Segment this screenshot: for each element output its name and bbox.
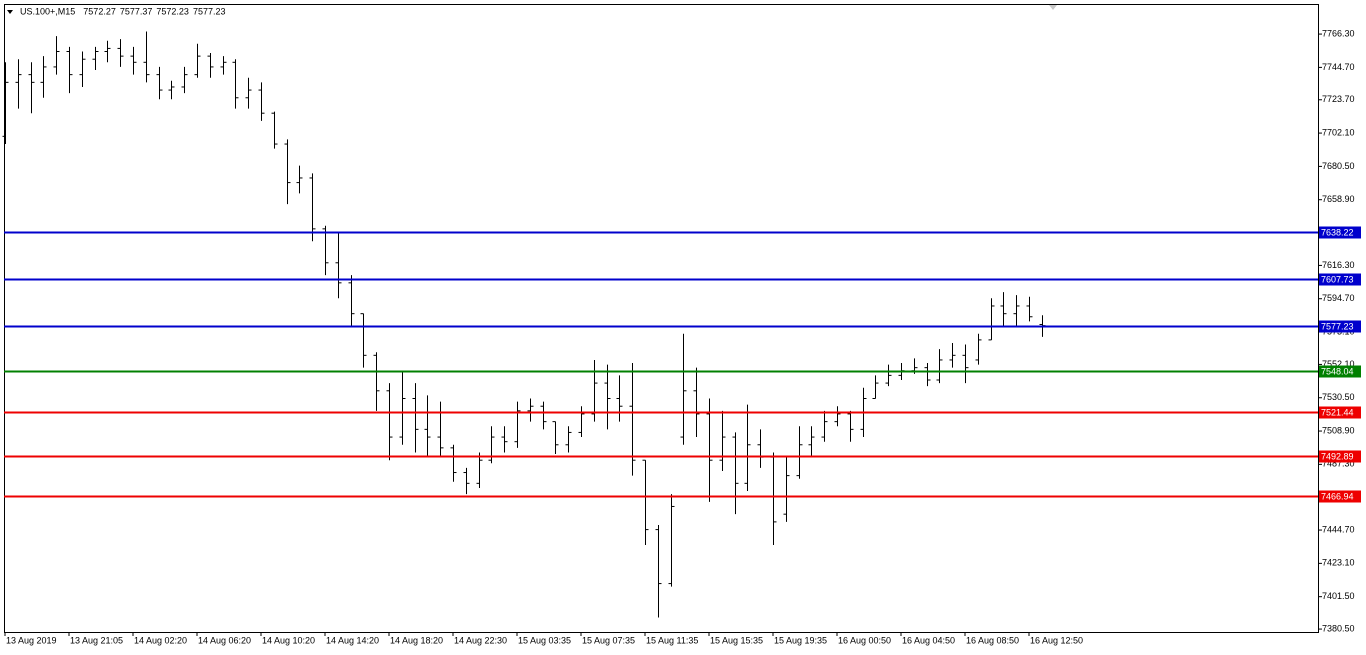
y-tick-label: 7401.50 xyxy=(1322,591,1355,601)
y-tick-label: 7444.70 xyxy=(1322,524,1355,534)
y-tick-label: 7680.50 xyxy=(1322,161,1355,171)
x-tick-label: 16 Aug 00:50 xyxy=(838,635,891,645)
plot-frame xyxy=(4,4,1319,633)
x-tick-label: 15 Aug 11:35 xyxy=(646,635,698,645)
x-tick-label: 14 Aug 06:20 xyxy=(198,635,251,645)
y-tick-label: 7530.50 xyxy=(1322,392,1355,402)
header-value: 7572.27 xyxy=(83,6,116,16)
level-label-box xyxy=(1319,450,1361,463)
x-tick-label: 16 Aug 04:50 xyxy=(902,635,955,645)
x-tick-label: 13 Aug 21:05 xyxy=(70,635,123,645)
chart-title: US.100+,M15 xyxy=(20,6,75,16)
level-label-box xyxy=(1319,273,1361,286)
y-tick-label: 7552.10 xyxy=(1322,359,1355,369)
x-tick-label: 14 Aug 14:20 xyxy=(326,635,379,645)
x-tick-label: 15 Aug 07:35 xyxy=(582,635,635,645)
level-label-box xyxy=(1319,406,1361,419)
menu-arrow[interactable] xyxy=(7,10,13,14)
y-tick-label: 7423.10 xyxy=(1322,558,1355,568)
y-tick-label: 7594.70 xyxy=(1322,293,1355,303)
x-tick-label: 13 Aug 2019 xyxy=(6,635,57,645)
header-value: 7577.23 xyxy=(193,6,226,16)
y-tick-label: 7380.50 xyxy=(1322,623,1355,633)
level-label: 7466.94 xyxy=(1321,491,1354,501)
level-label: 7577.23 xyxy=(1321,321,1354,331)
x-tick-label: 14 Aug 10:20 xyxy=(262,635,315,645)
level-label: 7607.73 xyxy=(1321,274,1354,284)
x-tick-label: 14 Aug 18:20 xyxy=(390,635,443,645)
y-tick-label: 7508.90 xyxy=(1322,425,1355,435)
level-label: 7521.44 xyxy=(1321,407,1354,417)
x-tick-label: 14 Aug 02:20 xyxy=(134,635,187,645)
shift-marker xyxy=(1049,5,1057,10)
x-tick-label: 15 Aug 19:35 xyxy=(774,635,827,645)
x-tick-label: 15 Aug 15:35 xyxy=(710,635,763,645)
x-tick-label: 16 Aug 12:50 xyxy=(1030,635,1083,645)
level-label-box xyxy=(1319,365,1361,378)
y-tick-label: 7616.30 xyxy=(1322,260,1355,270)
y-tick-label: 7487.30 xyxy=(1322,459,1355,469)
header-value: 7577.37 xyxy=(120,6,153,16)
x-tick-label: 14 Aug 22:30 xyxy=(454,635,507,645)
level-label-box xyxy=(1319,490,1361,503)
level-label-box xyxy=(1319,226,1361,239)
level-label: 7492.89 xyxy=(1321,451,1354,461)
y-tick-label: 7766.30 xyxy=(1322,28,1355,38)
level-label: 7638.22 xyxy=(1321,227,1354,237)
y-tick-label: 7744.70 xyxy=(1322,62,1355,72)
level-label: 7548.04 xyxy=(1321,366,1354,376)
y-tick-label: 7658.90 xyxy=(1322,194,1355,204)
y-tick-label: 7723.70 xyxy=(1322,94,1355,104)
y-tick-label: 7702.10 xyxy=(1322,127,1355,137)
level-label-box xyxy=(1319,320,1361,333)
x-tick-label: 15 Aug 03:35 xyxy=(518,635,571,645)
header-value: 7572.23 xyxy=(156,6,189,16)
x-tick-label: 16 Aug 08:50 xyxy=(966,635,1019,645)
header-values: 7572.27 7577.37 7572.23 7577.23 xyxy=(83,6,225,16)
